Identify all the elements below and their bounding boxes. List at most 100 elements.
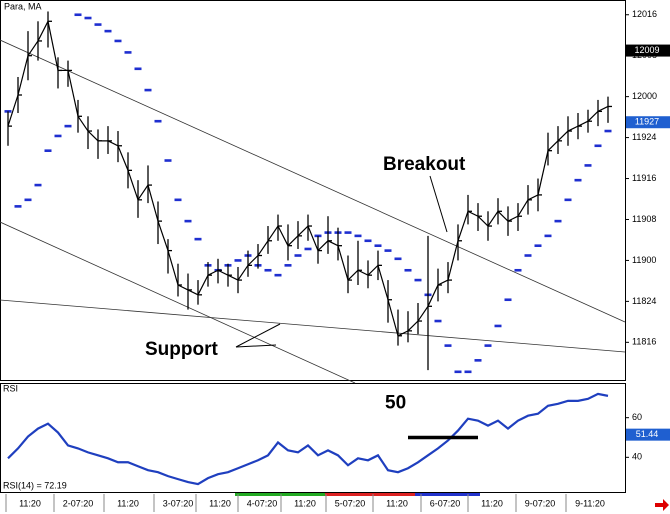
- sar-dot: [464, 370, 472, 374]
- x-tick-label: 11:20: [294, 498, 316, 508]
- y-tick-label: 11900: [632, 255, 656, 265]
- price-title: Para, MA: [4, 1, 42, 11]
- sar-dot: [584, 164, 592, 167]
- sar-dot: [414, 278, 422, 282]
- price-marker: [626, 116, 670, 129]
- sar-dot: [34, 183, 42, 187]
- sar-dot: [444, 344, 452, 347]
- sar-dot: [504, 298, 512, 302]
- y-tick-label: 11924: [632, 132, 656, 142]
- rsi-marker: [626, 428, 670, 441]
- y-tick-label: 11916: [632, 173, 656, 183]
- sar-dot: [104, 29, 112, 33]
- annotation: Support: [145, 339, 218, 360]
- session-band: [415, 493, 480, 496]
- sar-dot: [344, 231, 352, 234]
- sar-dot: [494, 324, 502, 328]
- sar-dot: [394, 257, 402, 261]
- sar-dot: [114, 39, 122, 43]
- y-tick-label: 11816: [632, 337, 656, 347]
- sar-dot: [264, 268, 272, 272]
- sar-dot: [134, 67, 142, 71]
- sar-dot: [54, 134, 62, 138]
- sar-dot: [594, 144, 602, 148]
- sar-dot: [164, 159, 172, 162]
- sar-dot: [554, 219, 562, 223]
- sar-dot: [14, 205, 22, 208]
- sar-dot: [404, 268, 412, 272]
- rsi-line: [7, 392, 609, 486]
- price-marker: [626, 44, 670, 57]
- sar-dot: [484, 344, 492, 347]
- sar-dot: [384, 249, 392, 252]
- price-marker-label: 11927: [635, 117, 659, 127]
- sar-dot: [174, 198, 182, 202]
- sar-dot: [604, 129, 612, 133]
- x-tick-label: 3-07:20: [163, 498, 194, 508]
- x-tick-label: 9-11:20: [575, 498, 605, 508]
- x-tick-label: 9-07:20: [525, 498, 556, 508]
- sar-dot: [274, 273, 282, 277]
- y-tick-label: 11908: [632, 214, 656, 224]
- sar-dot: [94, 23, 102, 26]
- sar-dot: [454, 370, 462, 374]
- trendline: [0, 299, 626, 353]
- trendline: [0, 39, 626, 323]
- x-tick-label: 2-07:20: [63, 498, 94, 508]
- sar-dot: [64, 124, 72, 128]
- sar-dot: [434, 319, 442, 323]
- rsi-subtitle: RSI(14) = 72.19: [3, 480, 67, 490]
- y-tick-label: 11824: [632, 296, 656, 306]
- sar-dot: [364, 239, 372, 243]
- scroll-arrow: [655, 499, 669, 511]
- sar-dot: [184, 219, 192, 223]
- sar-dot: [564, 198, 572, 202]
- sar-dot: [294, 254, 302, 257]
- rsi-panel: [0, 383, 626, 493]
- x-tick-label: 11:20: [19, 498, 41, 508]
- price-marker-label: 12009: [634, 45, 659, 55]
- sar-dot: [4, 110, 12, 113]
- sar-dot: [24, 198, 32, 202]
- sar-dot: [124, 51, 132, 54]
- x-tick-label: 5-07:20: [335, 498, 366, 508]
- x-tick-label: 11:20: [481, 498, 503, 508]
- annotation: Breakout: [383, 154, 466, 175]
- x-tick-label: 6-07:20: [430, 498, 461, 508]
- sar-dot: [524, 254, 532, 257]
- y-tick-label: 12000: [632, 91, 657, 101]
- trendline: [0, 221, 356, 384]
- x-tick-label: 11:20: [117, 498, 139, 508]
- sar-dot: [544, 234, 552, 238]
- y-tick-label: 12016: [632, 9, 657, 19]
- sar-dot: [74, 13, 82, 17]
- rsi-marker-label: 51.44: [636, 429, 659, 439]
- pointer-line: [429, 175, 448, 233]
- session-band: [325, 493, 415, 496]
- x-tick-label: 11:20: [209, 498, 231, 508]
- pointer-line: [235, 344, 277, 348]
- price-panel: [0, 0, 626, 381]
- sar-dot: [534, 244, 542, 247]
- sar-dot: [84, 16, 92, 20]
- sar-dot: [284, 264, 292, 267]
- sar-dot: [44, 149, 52, 152]
- sar-dot: [574, 178, 582, 182]
- session-band: [235, 493, 325, 496]
- sar-dot: [144, 88, 152, 92]
- sar-dot: [354, 234, 362, 238]
- level-label: 50: [385, 393, 406, 414]
- pointer-line: [235, 323, 281, 348]
- sar-dot: [194, 237, 202, 241]
- sar-dot: [154, 119, 162, 123]
- sar-dot: [474, 359, 482, 362]
- x-tick-label: 11:20: [386, 498, 408, 508]
- close-line: [7, 19, 609, 337]
- rsi-title: RSI: [3, 383, 18, 393]
- sar-dot: [514, 268, 522, 272]
- y-tick-label: 60: [632, 412, 642, 422]
- sar-dot: [304, 247, 312, 251]
- x-tick-label: 4-07:20: [247, 498, 278, 508]
